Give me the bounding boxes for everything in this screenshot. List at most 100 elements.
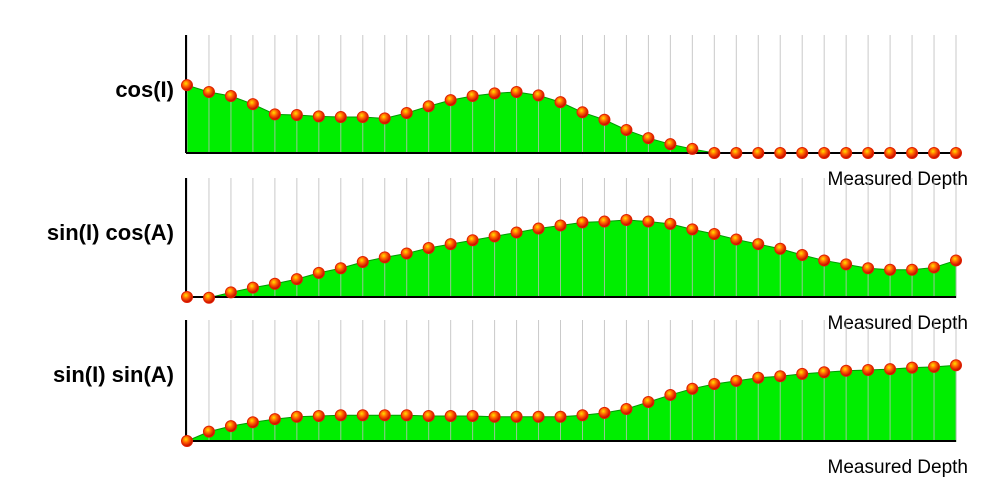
y-axis-label: cos(I) <box>115 77 174 102</box>
marker <box>818 254 831 267</box>
marker <box>818 366 831 379</box>
marker <box>378 112 391 125</box>
x-axis-label: Measured Depth <box>828 169 968 190</box>
marker <box>950 254 962 267</box>
marker <box>466 234 479 247</box>
marker <box>796 367 809 380</box>
marker <box>400 247 413 260</box>
marker <box>708 228 721 240</box>
marker <box>730 233 743 246</box>
marker <box>686 382 699 395</box>
marker <box>202 85 215 98</box>
marker <box>840 364 853 377</box>
marker <box>576 106 589 119</box>
marker <box>730 147 743 159</box>
marker <box>400 106 413 119</box>
marker <box>246 98 259 111</box>
marker <box>664 138 677 151</box>
marker <box>224 286 237 299</box>
marker <box>796 249 809 261</box>
marker <box>422 242 435 254</box>
marker <box>334 111 347 124</box>
marker <box>444 94 457 107</box>
marker <box>510 226 523 239</box>
marker <box>246 281 259 294</box>
marker <box>268 413 281 426</box>
marker <box>532 89 545 102</box>
marker <box>334 262 347 275</box>
marker <box>181 291 193 303</box>
marker <box>642 132 655 145</box>
marker <box>290 273 303 286</box>
marker <box>928 261 941 274</box>
marker <box>576 216 589 229</box>
marker <box>950 359 962 372</box>
marker <box>928 147 941 159</box>
marker <box>181 79 193 92</box>
marker <box>752 371 765 384</box>
marker <box>708 147 721 159</box>
marker <box>488 410 501 423</box>
marker <box>620 123 633 136</box>
marker <box>246 416 259 429</box>
marker <box>884 147 897 159</box>
marker <box>906 147 919 159</box>
area <box>186 364 957 442</box>
marker <box>356 111 369 124</box>
marker <box>884 263 897 276</box>
marker <box>774 370 787 383</box>
marker <box>378 409 391 422</box>
marker <box>752 147 765 159</box>
marker <box>554 410 567 423</box>
marker <box>356 409 369 422</box>
marker <box>554 96 567 109</box>
marker <box>378 251 391 264</box>
marker <box>466 410 479 423</box>
marker <box>312 110 325 123</box>
marker <box>510 410 523 423</box>
marker <box>532 222 545 235</box>
marker <box>576 409 589 422</box>
marker <box>290 410 303 423</box>
marker <box>906 263 919 276</box>
marker <box>862 147 875 159</box>
marker <box>598 113 611 126</box>
marker <box>444 410 457 423</box>
marker <box>620 402 633 415</box>
marker <box>862 363 875 376</box>
marker <box>752 238 765 251</box>
marker <box>642 215 655 228</box>
marker <box>268 277 281 290</box>
marker <box>400 409 413 422</box>
area <box>186 219 957 299</box>
marker <box>554 219 567 232</box>
marker <box>664 388 677 401</box>
marker <box>444 238 457 251</box>
marker <box>422 410 435 423</box>
marker <box>488 87 501 100</box>
marker <box>488 230 501 243</box>
marker <box>906 361 919 374</box>
marker <box>796 147 809 159</box>
marker <box>664 217 677 230</box>
marker <box>312 410 325 423</box>
marker <box>686 142 699 155</box>
marker <box>774 147 787 159</box>
marker <box>620 214 633 226</box>
x-axis-label: Measured Depth <box>828 457 968 478</box>
marker <box>730 374 743 387</box>
marker <box>708 378 721 391</box>
marker <box>334 409 347 422</box>
marker <box>202 291 215 304</box>
marker <box>356 256 369 268</box>
marker <box>950 147 962 159</box>
marker <box>840 147 853 159</box>
marker <box>181 435 193 447</box>
marker <box>422 100 435 113</box>
y-axis-label: sin(I) cos(A) <box>47 220 174 245</box>
marker <box>818 147 831 159</box>
marker <box>598 215 611 228</box>
marker <box>268 108 281 121</box>
marker <box>840 258 853 271</box>
